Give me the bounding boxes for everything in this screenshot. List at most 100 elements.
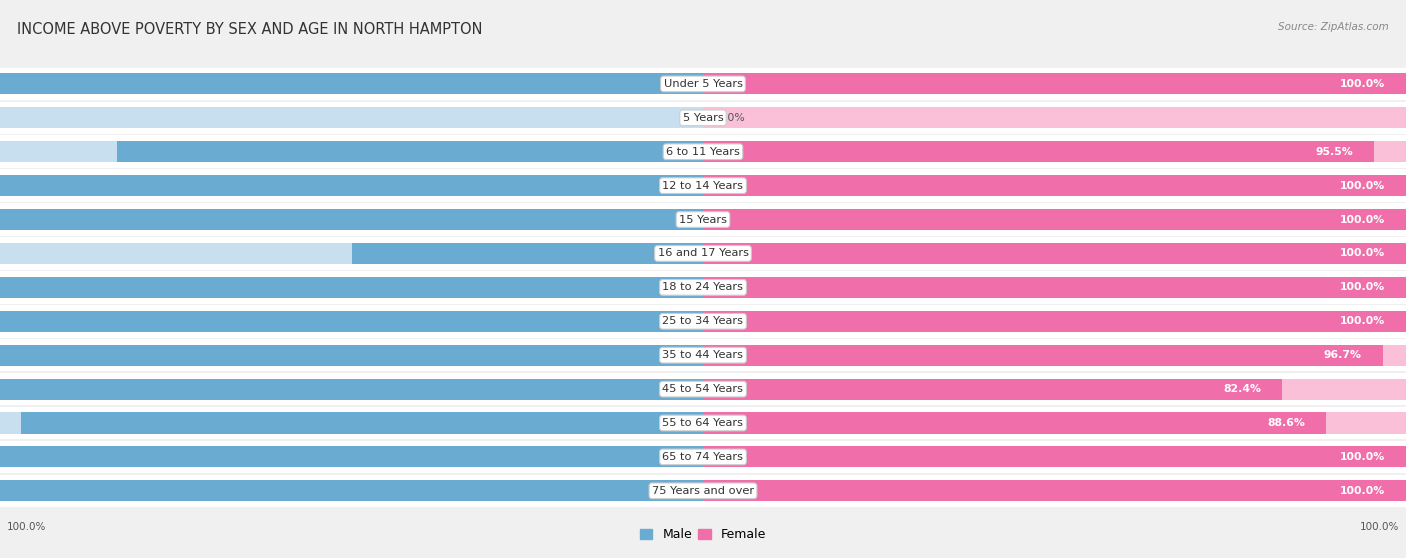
- Bar: [0, 446, 703, 468]
- Text: 83.3%: 83.3%: [682, 147, 720, 157]
- Text: 100.0%: 100.0%: [682, 316, 727, 326]
- Bar: [703, 74, 1406, 94]
- Bar: [0, 311, 703, 332]
- Bar: [0, 243, 703, 264]
- Text: 5 Years: 5 Years: [683, 113, 723, 123]
- Text: 100.0%: 100.0%: [1360, 522, 1399, 532]
- Text: 100.0%: 100.0%: [1340, 215, 1385, 224]
- Bar: [0, 412, 703, 434]
- Bar: [0, 345, 703, 365]
- Text: 100.0%: 100.0%: [682, 282, 727, 292]
- Bar: [21, 412, 703, 434]
- Text: 16 and 17 Years: 16 and 17 Years: [658, 248, 748, 258]
- Text: 97.0%: 97.0%: [682, 418, 720, 428]
- Bar: [703, 446, 1406, 468]
- Bar: [0, 339, 703, 372]
- Bar: [703, 311, 1406, 332]
- Bar: [703, 141, 1406, 162]
- Bar: [703, 243, 1406, 264]
- Text: Source: ZipAtlas.com: Source: ZipAtlas.com: [1278, 22, 1389, 32]
- Text: Under 5 Years: Under 5 Years: [664, 79, 742, 89]
- Bar: [0, 305, 703, 338]
- Bar: [0, 271, 703, 304]
- Text: 18 to 24 Years: 18 to 24 Years: [662, 282, 744, 292]
- Bar: [0, 373, 703, 405]
- Text: 100.0%: 100.0%: [1340, 486, 1385, 496]
- Bar: [0, 74, 703, 94]
- Bar: [703, 175, 1406, 196]
- Bar: [0, 345, 703, 365]
- Text: 88.6%: 88.6%: [1267, 418, 1305, 428]
- Text: 100.0%: 100.0%: [1340, 181, 1385, 191]
- Text: 100.0%: 100.0%: [682, 452, 727, 462]
- Bar: [703, 107, 1406, 128]
- Bar: [0, 136, 703, 168]
- Bar: [0, 441, 703, 473]
- Bar: [0, 170, 703, 202]
- Bar: [703, 345, 1384, 365]
- Bar: [703, 141, 1375, 162]
- Bar: [703, 277, 1406, 298]
- Text: 100.0%: 100.0%: [1340, 452, 1385, 462]
- Bar: [0, 209, 703, 230]
- Bar: [703, 74, 1406, 94]
- Text: 82.4%: 82.4%: [1223, 384, 1261, 394]
- Bar: [703, 170, 1406, 202]
- Bar: [703, 277, 1406, 298]
- Bar: [703, 237, 1406, 270]
- Text: 6 to 11 Years: 6 to 11 Years: [666, 147, 740, 157]
- Bar: [703, 480, 1406, 501]
- Text: 65 to 74 Years: 65 to 74 Years: [662, 452, 744, 462]
- Text: 100.0%: 100.0%: [1340, 79, 1385, 89]
- Bar: [0, 446, 703, 468]
- Bar: [0, 378, 703, 400]
- Bar: [0, 102, 703, 134]
- Text: 100.0%: 100.0%: [1340, 316, 1385, 326]
- Text: INCOME ABOVE POVERTY BY SEX AND AGE IN NORTH HAMPTON: INCOME ABOVE POVERTY BY SEX AND AGE IN N…: [17, 22, 482, 37]
- Bar: [0, 480, 703, 501]
- Text: 100.0%: 100.0%: [682, 384, 727, 394]
- Text: 0.0%: 0.0%: [689, 113, 717, 123]
- Bar: [703, 378, 1406, 400]
- Bar: [352, 243, 703, 264]
- Bar: [703, 474, 1406, 507]
- Text: 95.5%: 95.5%: [1316, 147, 1354, 157]
- Text: 25 to 34 Years: 25 to 34 Years: [662, 316, 744, 326]
- Bar: [0, 203, 703, 236]
- Bar: [703, 102, 1406, 134]
- Text: 100.0%: 100.0%: [1340, 282, 1385, 292]
- Text: 100.0%: 100.0%: [682, 486, 727, 496]
- Bar: [703, 243, 1406, 264]
- Bar: [0, 175, 703, 196]
- Bar: [703, 378, 1282, 400]
- Text: 55 to 64 Years: 55 to 64 Years: [662, 418, 744, 428]
- Text: 75 Years and over: 75 Years and over: [652, 486, 754, 496]
- Text: 100.0%: 100.0%: [7, 522, 46, 532]
- Bar: [0, 237, 703, 270]
- Bar: [703, 373, 1406, 405]
- Bar: [703, 209, 1406, 230]
- Bar: [703, 311, 1406, 332]
- Text: 100.0%: 100.0%: [682, 350, 727, 360]
- Text: 45 to 54 Years: 45 to 54 Years: [662, 384, 744, 394]
- Bar: [703, 271, 1406, 304]
- Bar: [703, 68, 1406, 100]
- Bar: [0, 209, 703, 230]
- Bar: [0, 311, 703, 332]
- Bar: [703, 209, 1406, 230]
- Bar: [117, 141, 703, 162]
- Bar: [0, 175, 703, 196]
- Bar: [703, 446, 1406, 468]
- Bar: [703, 203, 1406, 236]
- Text: 100.0%: 100.0%: [682, 181, 727, 191]
- Bar: [703, 175, 1406, 196]
- Text: 96.7%: 96.7%: [1323, 350, 1361, 360]
- Bar: [0, 378, 703, 400]
- Bar: [703, 441, 1406, 473]
- Bar: [703, 480, 1406, 501]
- Text: 100.0%: 100.0%: [682, 215, 727, 224]
- Bar: [703, 412, 1406, 434]
- Legend: Male, Female: Male, Female: [636, 523, 770, 546]
- Text: 15 Years: 15 Years: [679, 215, 727, 224]
- Bar: [703, 339, 1406, 372]
